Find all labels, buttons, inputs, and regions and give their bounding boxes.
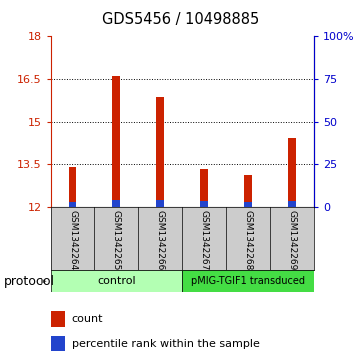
Bar xyxy=(69,167,77,207)
Bar xyxy=(288,138,296,207)
Text: GDS5456 / 10498885: GDS5456 / 10498885 xyxy=(102,12,259,28)
Bar xyxy=(244,202,252,207)
Bar xyxy=(113,76,120,207)
Text: control: control xyxy=(97,276,136,286)
Text: GSM1342265: GSM1342265 xyxy=(112,210,121,270)
Bar xyxy=(244,175,252,207)
Text: GSM1342264: GSM1342264 xyxy=(68,210,77,270)
Bar xyxy=(288,201,296,207)
Text: count: count xyxy=(71,314,103,324)
Bar xyxy=(51,336,65,351)
Text: pMIG-TGIF1 transduced: pMIG-TGIF1 transduced xyxy=(191,276,305,286)
Bar xyxy=(113,200,120,207)
Text: GSM1342269: GSM1342269 xyxy=(288,210,297,270)
Text: protocol: protocol xyxy=(4,275,55,288)
Bar xyxy=(51,311,65,327)
Bar xyxy=(200,201,208,207)
Bar xyxy=(156,200,164,207)
Text: GSM1342266: GSM1342266 xyxy=(156,210,165,270)
Text: GSM1342267: GSM1342267 xyxy=(200,210,209,270)
Text: percentile rank within the sample: percentile rank within the sample xyxy=(71,339,260,348)
Bar xyxy=(182,270,314,292)
Bar xyxy=(51,270,182,292)
Bar xyxy=(69,202,77,207)
Text: GSM1342268: GSM1342268 xyxy=(244,210,253,270)
Bar xyxy=(200,168,208,207)
Bar xyxy=(156,97,164,207)
